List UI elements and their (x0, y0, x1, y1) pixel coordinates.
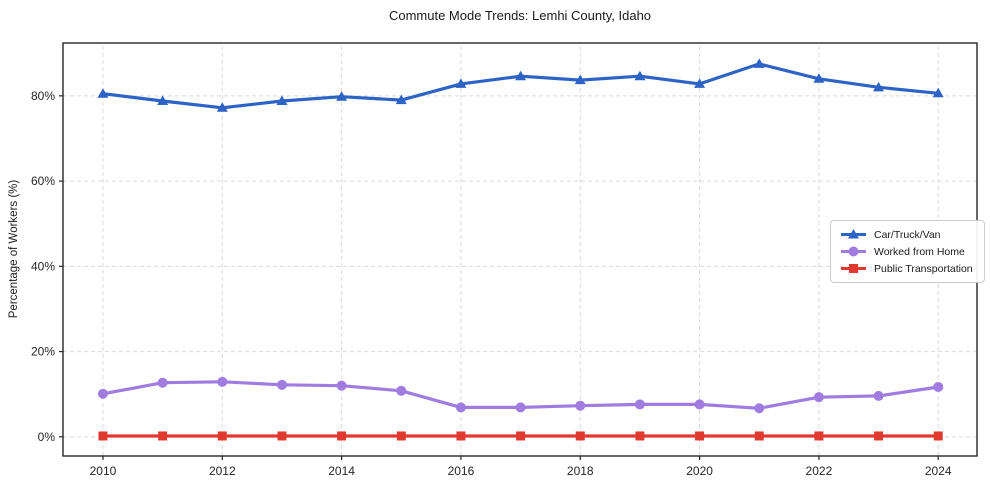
triangle-marker (157, 95, 169, 105)
legend-label: Public Transportation (874, 262, 973, 275)
x-tick-label: 2010 (90, 464, 117, 478)
y-tick-label: 60% (31, 174, 55, 188)
x-tick-label: 2024 (925, 464, 952, 478)
square-marker (695, 431, 705, 441)
square-marker (277, 431, 287, 441)
circle-marker (97, 388, 108, 399)
circle-marker (694, 399, 705, 410)
x-tick-label: 2018 (567, 464, 594, 478)
triangle-marker (813, 73, 825, 83)
legend-label: Worked from Home (874, 245, 965, 258)
legend-swatch-triangle-icon (841, 229, 866, 239)
circle-marker (515, 402, 526, 413)
legend-item-worked-from-home: Worked from Home (840, 245, 973, 258)
square-marker (874, 431, 884, 441)
triangle-marker (932, 87, 944, 98)
circle-marker (933, 381, 944, 392)
square-marker (337, 431, 347, 441)
chart-title: Commute Mode Trends: Lemhi County, Idaho (388, 8, 652, 23)
circle-marker (813, 392, 824, 403)
legend-swatch-square-icon (841, 264, 866, 273)
circle-marker (455, 402, 466, 413)
triangle-marker (395, 94, 407, 105)
square-marker (98, 431, 108, 441)
legend-swatch-circle-icon (841, 246, 866, 257)
y-tick-label: 20% (31, 345, 55, 359)
x-tick-label: 2014 (328, 464, 355, 478)
triangle-marker (753, 58, 765, 68)
square-marker (396, 431, 406, 441)
legend-item-public-transportation: Public Transportation (840, 262, 973, 275)
triangle-marker (873, 81, 885, 92)
legend-item-car-truck-van: Car/Truck/Van (840, 228, 973, 241)
y-tick-label: 0% (38, 430, 56, 444)
square-marker (516, 431, 526, 441)
circle-marker (276, 379, 287, 390)
triangle-marker (515, 70, 527, 81)
square-marker (754, 431, 764, 441)
square-marker (158, 431, 168, 441)
square-marker (635, 431, 645, 441)
x-tick-label: 2016 (448, 464, 475, 478)
square-marker (814, 431, 824, 441)
y-tick-label: 80% (31, 89, 55, 103)
triangle-marker (216, 102, 228, 112)
circle-marker (575, 400, 586, 411)
x-tick-label: 2020 (686, 464, 713, 478)
square-marker (849, 264, 858, 273)
triangle-marker (336, 91, 348, 101)
triangle-marker (276, 95, 288, 105)
circle-marker (848, 246, 859, 257)
circle-marker (754, 403, 765, 414)
circle-marker (873, 390, 884, 401)
triangle-marker (694, 78, 706, 88)
circle-marker (336, 380, 347, 391)
legend: Car/Truck/Van Worked from Home Public Tr… (830, 220, 985, 283)
circle-marker (157, 377, 168, 388)
y-tick-label: 40% (31, 259, 55, 273)
square-marker (575, 431, 585, 441)
triangle-marker (848, 229, 859, 239)
x-tick-label: 2012 (209, 464, 236, 478)
square-marker (456, 431, 466, 441)
square-marker (217, 431, 227, 441)
triangle-marker (455, 78, 467, 88)
legend-label: Car/Truck/Van (874, 228, 941, 241)
x-tick-label: 2022 (806, 464, 833, 478)
circle-marker (217, 376, 228, 387)
square-marker (933, 431, 943, 441)
series-line-car-truck-van (101, 62, 940, 110)
circle-marker (396, 385, 407, 396)
triangle-marker (634, 70, 646, 81)
circle-marker (634, 399, 645, 410)
triangle-marker (97, 88, 109, 98)
triangle-marker (574, 74, 586, 85)
